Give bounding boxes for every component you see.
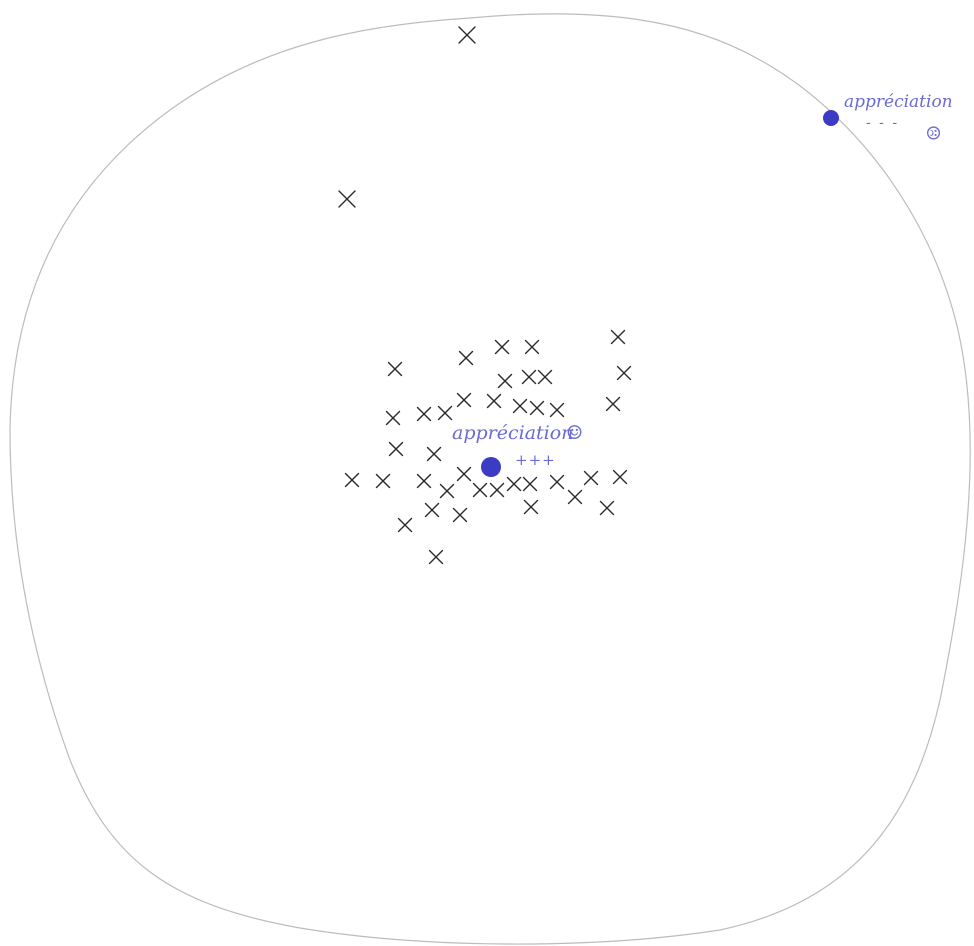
cross-mark-icon	[522, 476, 538, 492]
cross-mark-icon	[489, 482, 505, 498]
cross-mark-icon	[583, 470, 599, 486]
smiley-icon: ☺	[566, 422, 584, 444]
cross-mark-icon	[549, 402, 565, 418]
boundary-circle	[9, 13, 971, 945]
cross-mark-icon	[521, 369, 537, 385]
cross-mark-icon	[494, 339, 510, 355]
cross-mark-icon	[529, 400, 545, 416]
corner-label: appréciation	[844, 92, 953, 112]
cross-mark-icon	[456, 392, 472, 408]
cross-mark-icon	[506, 476, 522, 492]
center-point-dot	[481, 457, 501, 477]
cross-mark-icon	[458, 26, 476, 44]
cross-mark-icon	[338, 190, 356, 208]
cross-mark-icon	[388, 441, 404, 457]
cross-mark-icon	[549, 474, 565, 490]
cross-mark-icon	[523, 499, 539, 515]
cross-mark-icon	[486, 393, 502, 409]
cross-mark-icon	[567, 489, 583, 505]
cross-mark-icon	[428, 549, 444, 565]
cross-mark-icon	[424, 502, 440, 518]
crosses-group	[338, 26, 632, 565]
cross-mark-icon	[344, 472, 360, 488]
cross-mark-icon	[472, 482, 488, 498]
cross-mark-icon	[437, 405, 453, 421]
cross-mark-icon	[452, 507, 468, 523]
cross-mark-icon	[385, 410, 401, 426]
cross-mark-icon	[537, 369, 553, 385]
cross-mark-icon	[458, 350, 474, 366]
corner-rating: - - -	[866, 115, 900, 131]
cross-mark-icon	[599, 500, 615, 516]
cross-mark-icon	[497, 373, 513, 389]
cross-mark-icon	[439, 483, 455, 499]
center-label: appréciation	[452, 422, 574, 444]
cross-mark-icon	[612, 469, 628, 485]
cross-mark-icon	[616, 365, 632, 381]
corner-point-dot	[823, 110, 839, 126]
cross-mark-icon	[610, 329, 626, 345]
cross-mark-icon	[375, 473, 391, 489]
cross-mark-icon	[524, 339, 540, 355]
cross-mark-icon	[416, 473, 432, 489]
cross-mark-icon	[397, 517, 413, 533]
center-rating: +++	[515, 451, 556, 469]
cross-mark-icon	[512, 398, 528, 414]
cross-mark-icon	[416, 406, 432, 422]
cross-mark-icon	[387, 361, 403, 377]
cross-mark-icon	[605, 396, 621, 412]
cross-mark-icon	[456, 466, 472, 482]
cross-mark-icon	[426, 446, 442, 462]
frown-icon: ☹	[922, 124, 944, 142]
